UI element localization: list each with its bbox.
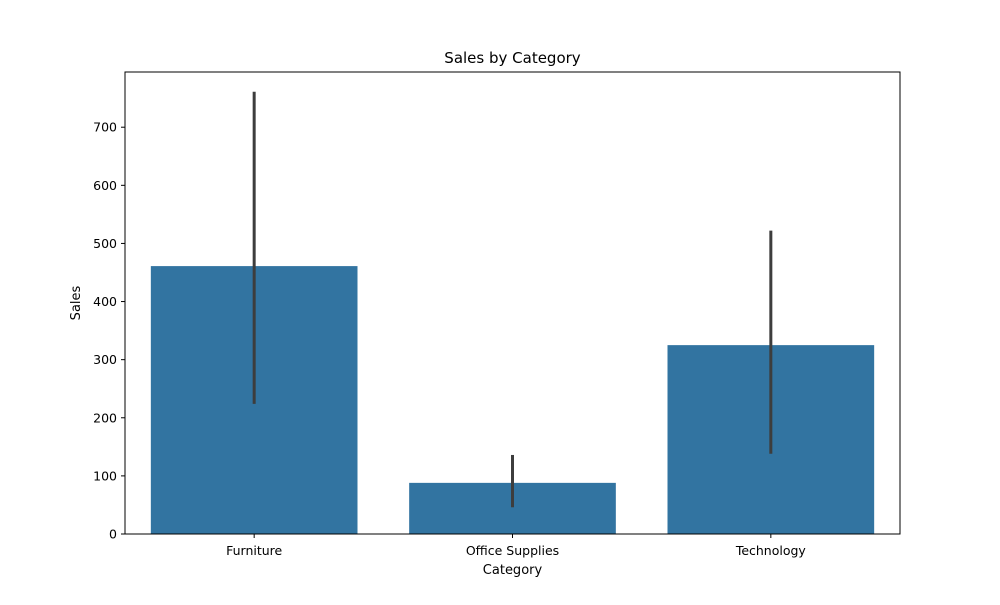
y-tick-label: 700 [93,120,117,135]
y-tick-label: 600 [93,178,117,193]
x-axis-label: Category [483,563,543,578]
x-axis: Furniture Office Supplies Technology [226,534,806,558]
y-tick-label: 500 [93,236,117,251]
x-tick-label: Technology [735,543,807,558]
y-axis-label: Sales [69,285,84,320]
x-tick-label: Furniture [226,543,282,558]
y-axis: 0 100 200 300 400 500 600 700 [93,120,125,542]
chart-title: Sales by Category [444,49,581,67]
x-tick-label: Office Supplies [466,543,559,558]
y-tick-label: 400 [93,294,117,309]
y-tick-label: 200 [93,410,117,425]
y-tick-label: 300 [93,352,117,367]
y-tick-label: 0 [109,527,117,542]
plot-area [124,71,901,535]
y-tick-label: 100 [93,468,117,483]
